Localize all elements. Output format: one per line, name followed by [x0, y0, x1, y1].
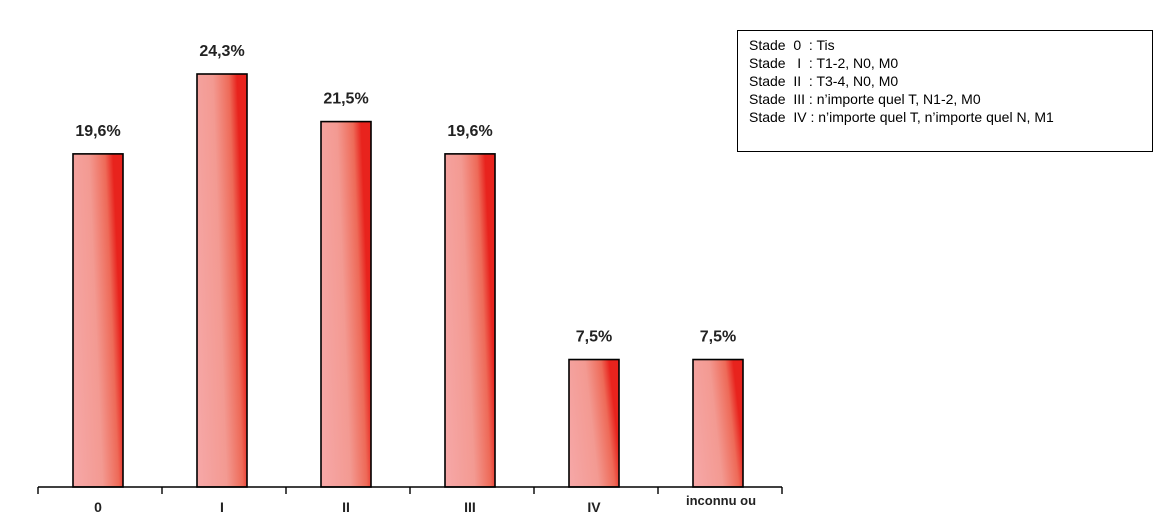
legend-line-stage-0: Stade 0 : Tis: [749, 37, 835, 53]
legend-line-stage-i: Stade I : T1-2, N0, M0: [749, 55, 899, 71]
bar-ii: [320, 120, 372, 488]
category-tick-label: IV: [587, 499, 601, 514]
bar-0: [72, 153, 124, 488]
value-label: 21,5%: [323, 91, 368, 108]
value-label: 7,5%: [700, 329, 736, 346]
value-label: 7,5%: [576, 329, 612, 346]
legend-line-stage-iv: Stade IV : n’importe quel T, n’importe q…: [749, 109, 1054, 125]
bar-inconnu-ou: [692, 358, 744, 488]
value-label: 19,6%: [75, 123, 120, 140]
bar-iv: [568, 358, 620, 488]
stage-legend: Stade 0 : Tis Stade I : T1-2, N0, M0 Sta…: [737, 30, 1153, 152]
value-label: 19,6%: [447, 123, 492, 140]
legend-line-stage-iii: Stade III : n’importe quel T, N1-2, M0: [749, 91, 981, 107]
category-tick-label: II: [342, 499, 350, 514]
bar-iii: [444, 153, 496, 488]
legend-line-stage-ii: Stade II : T3-4, N0, M0: [749, 73, 899, 89]
category-tick-label: III: [464, 499, 476, 514]
value-label: 24,3%: [199, 43, 244, 60]
category-tick-label: 0: [94, 499, 102, 514]
category-tick-label: inconnu ou: [686, 493, 756, 508]
category-tick-label: I: [220, 499, 224, 514]
bar-i: [196, 73, 248, 488]
